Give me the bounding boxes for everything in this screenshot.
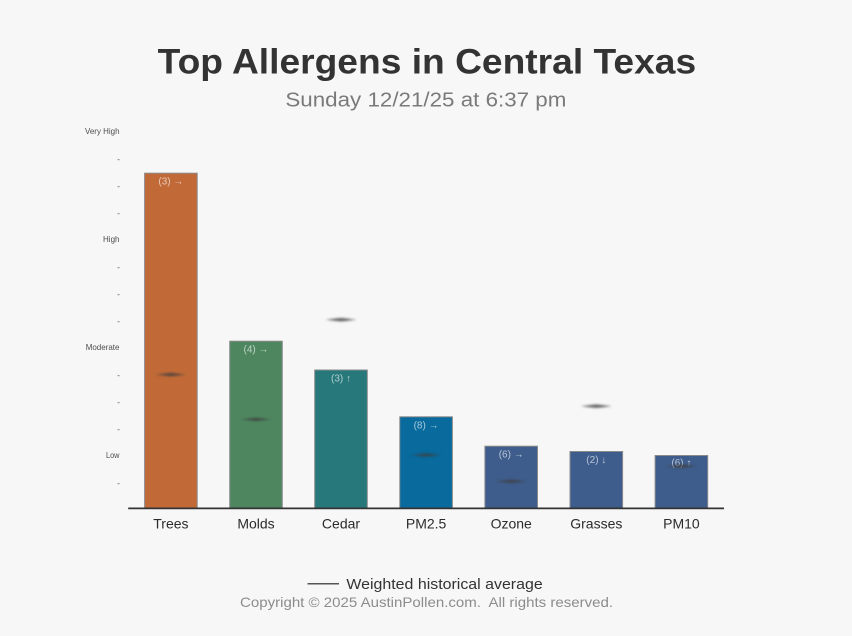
svg-text:-: - <box>117 154 120 164</box>
svg-text:(3) ↑: (3) ↑ <box>331 373 351 384</box>
svg-text:-: - <box>117 181 120 191</box>
svg-text:Ozone: Ozone <box>491 515 532 531</box>
svg-text:Grasses: Grasses <box>570 515 622 531</box>
svg-text:Weighted historical average: Weighted historical average <box>346 577 542 593</box>
svg-text:Molds: Molds <box>237 515 274 531</box>
svg-text:(4) →: (4) → <box>244 344 269 355</box>
svg-text:(6) ↑: (6) ↑ <box>671 458 691 469</box>
svg-text:Sunday 12/21/25 at 6:37 pm: Sunday 12/21/25 at 6:37 pm <box>285 89 566 112</box>
svg-text:-: - <box>117 316 120 326</box>
svg-text:Top Allergens in Central Texas: Top Allergens in Central Texas <box>158 42 697 81</box>
svg-text:-: - <box>117 424 120 434</box>
svg-text:(6) →: (6) → <box>499 449 524 460</box>
svg-text:-: - <box>117 289 120 299</box>
svg-text:Trees: Trees <box>153 515 188 531</box>
svg-text:Cedar: Cedar <box>322 515 360 531</box>
svg-text:High: High <box>103 234 120 244</box>
svg-text:-: - <box>117 262 120 272</box>
svg-text:Very High: Very High <box>85 126 120 136</box>
svg-text:(8) →: (8) → <box>414 420 439 431</box>
svg-text:-: - <box>117 208 120 218</box>
svg-text:(3) →: (3) → <box>158 177 183 188</box>
svg-text:Moderate: Moderate <box>86 342 120 352</box>
svg-text:PM2.5: PM2.5 <box>406 515 447 531</box>
svg-text:-: - <box>117 478 120 488</box>
svg-text:(2) ↓: (2) ↓ <box>586 455 606 466</box>
svg-text:Low: Low <box>106 450 120 460</box>
svg-text:-: - <box>117 397 120 407</box>
svg-text:Copyright © 2025 AustinPollen.: Copyright © 2025 AustinPollen.com. All r… <box>240 594 613 610</box>
svg-text:PM10: PM10 <box>663 515 700 531</box>
svg-text:-: - <box>117 370 120 380</box>
